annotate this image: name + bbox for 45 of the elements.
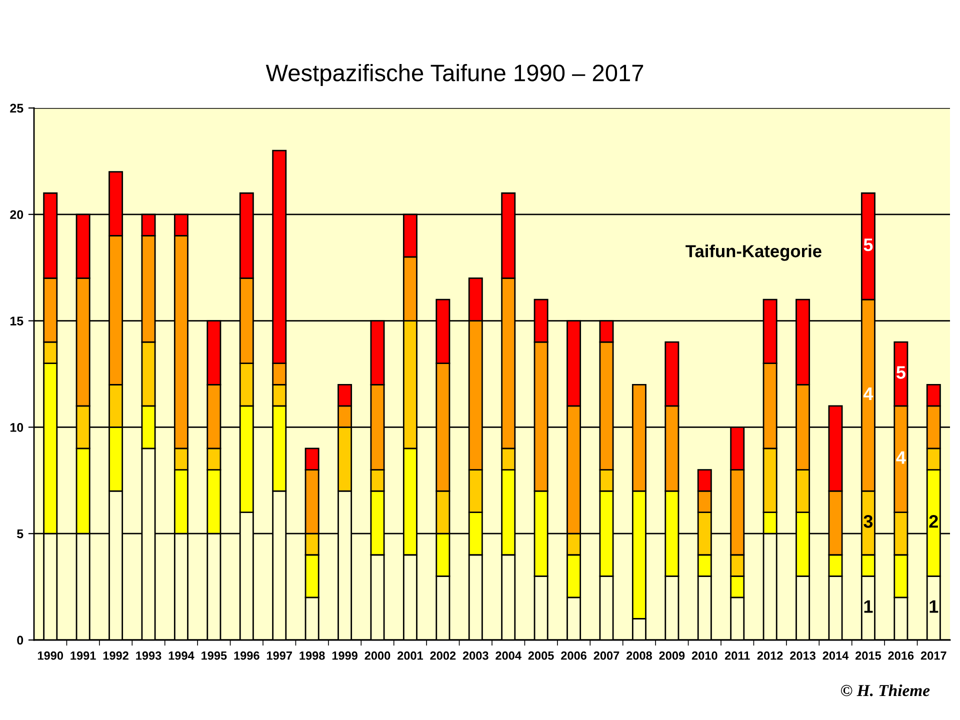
x-tick-label: 2017 xyxy=(920,651,946,660)
x-tick-label: 1991 xyxy=(70,651,96,660)
x-tick-label: 2014 xyxy=(822,651,849,660)
y-tick-label: 25 xyxy=(10,104,24,113)
x-tick-label: 2007 xyxy=(594,651,620,660)
x-tick-label: 2001 xyxy=(397,651,424,660)
legend-title: Taifun-Kategorie xyxy=(686,244,822,261)
x-tick-label: 2008 xyxy=(626,651,652,660)
text: © H. Thieme xyxy=(840,684,930,696)
series-label: 4 xyxy=(863,388,874,400)
x-tick-label: 2010 xyxy=(692,651,718,660)
x-tick-label: 2005 xyxy=(528,651,554,660)
text: 4 xyxy=(896,451,906,464)
x-tick-label: 1995 xyxy=(202,651,227,660)
x-tick-label: 2009 xyxy=(659,651,685,660)
series-label: 3 xyxy=(864,515,873,528)
series-label: 2 xyxy=(929,515,938,528)
x-tick-label: 1990 xyxy=(38,651,64,660)
x-tick-label: 1999 xyxy=(332,651,358,660)
x-tick-label: 2000 xyxy=(364,651,390,660)
x-tick-label: 1998 xyxy=(300,651,325,660)
x-tick-label: 1994 xyxy=(168,651,194,660)
x-tick-label: 2013 xyxy=(790,651,816,660)
x-tick-label: 2006 xyxy=(561,651,586,660)
x-tick-label: 2002 xyxy=(430,651,456,660)
x-tick-label: 2012 xyxy=(757,651,783,660)
chart-title: Westpazifische Taifune 1990 – 2017 xyxy=(266,64,644,86)
x-tick-label: 1992 xyxy=(103,651,128,660)
y-tick-label: 15 xyxy=(10,316,24,326)
series-label: 5 xyxy=(864,238,873,252)
x-tick-label: 1993 xyxy=(136,651,162,660)
y-tick-label: 5 xyxy=(17,530,24,538)
x-tick-label: 1996 xyxy=(234,651,260,660)
x-tick-label: 2004 xyxy=(496,651,522,660)
x-tick-label: 2015 xyxy=(855,651,882,660)
y-tick-label: 0 xyxy=(17,636,24,645)
text: 1 xyxy=(930,600,938,613)
text: 5 xyxy=(896,366,906,379)
x-tick-label: 2011 xyxy=(724,651,750,660)
series-label: 1 xyxy=(864,600,873,613)
x-tick-label: 2003 xyxy=(462,651,488,660)
x-tick-label: 2016 xyxy=(888,651,914,660)
y-tick-label: 20 xyxy=(10,210,24,220)
y-tick-label: 10 xyxy=(10,423,24,432)
x-tick-label: 1997 xyxy=(266,651,292,660)
